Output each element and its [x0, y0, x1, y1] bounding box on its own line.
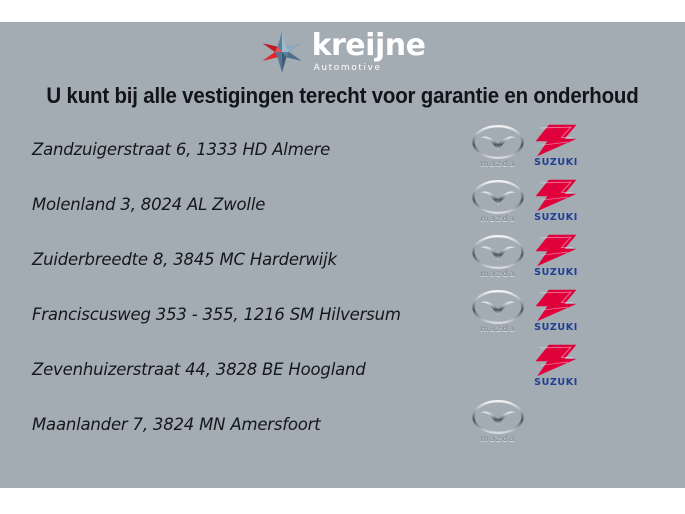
mazda-emblem-icon: [472, 235, 524, 269]
suzuki-wordmark: SUZUKI: [534, 267, 578, 278]
mazda-wordmark: mazda: [480, 434, 516, 443]
mazda-emblem-icon: [472, 400, 524, 434]
suzuki-logo: SUZUKI: [528, 234, 584, 284]
location-address: Molenland 3, 8024 AL Zwolle: [32, 195, 266, 214]
location-brand-logos: SUZUKI: [460, 342, 685, 397]
mazda-emblem-icon: [472, 290, 524, 324]
page-headline: U kunt bij alle vestigingen terecht voor…: [46, 83, 639, 108]
suzuki-logo: SUZUKI: [528, 344, 584, 394]
suzuki-logo: SUZUKI: [528, 179, 584, 229]
location-address: Zandzuigerstraat 6, 1333 HD Almere: [32, 140, 331, 159]
location-row: Franciscusweg 353 - 355, 1216 SM Hilvers…: [0, 287, 685, 342]
location-row: Molenland 3, 8024 AL Zwolle mazda SUZ: [0, 177, 685, 232]
location-address: Maanlander 7, 3824 MN Amersfoort: [32, 415, 321, 434]
suzuki-emblem-icon: [535, 289, 577, 322]
location-brand-logos: mazda SUZUKI: [460, 122, 685, 177]
brand-tagline: Automotive: [313, 63, 382, 73]
suzuki-wordmark: SUZUKI: [534, 212, 578, 223]
location-row: Maanlander 7, 3824 MN Amersfoort mazda: [0, 397, 685, 452]
mazda-logo: mazda: [472, 400, 524, 448]
location-brand-logos: mazda SUZUKI: [460, 287, 685, 342]
locations-list: Zandzuigerstraat 6, 1333 HD Almere m: [0, 122, 685, 452]
mazda-logo: mazda: [472, 290, 524, 338]
brand-header: kreijne Automotive: [0, 26, 685, 78]
brand-wordmark: kreijne Automotive: [312, 31, 426, 73]
location-row: Zevenhuizerstraat 44, 3828 BE Hoogland S…: [0, 342, 685, 397]
mazda-logo: mazda: [472, 235, 524, 283]
brand-name: kreijne: [311, 28, 426, 63]
location-row: Zandzuigerstraat 6, 1333 HD Almere m: [0, 122, 685, 177]
kreijne-star-icon: [262, 31, 301, 73]
suzuki-wordmark: SUZUKI: [534, 157, 578, 168]
suzuki-emblem-icon: [535, 234, 577, 267]
location-address: Franciscusweg 353 - 355, 1216 SM Hilvers…: [32, 305, 401, 324]
location-brand-logos: mazda SUZUKI: [460, 177, 685, 232]
suzuki-logo: SUZUKI: [528, 289, 584, 339]
mazda-wordmark: mazda: [480, 214, 516, 223]
suzuki-emblem-icon: [535, 124, 577, 157]
suzuki-emblem-icon: [535, 344, 577, 377]
location-address: Zuiderbreedte 8, 3845 MC Harderwijk: [32, 250, 337, 269]
mazda-wordmark: mazda: [480, 159, 516, 168]
location-address: Zevenhuizerstraat 44, 3828 BE Hoogland: [32, 360, 366, 379]
mazda-wordmark: mazda: [480, 324, 516, 333]
location-brand-logos: mazda: [460, 397, 685, 452]
mazda-logo: mazda: [472, 180, 524, 228]
location-row: Zuiderbreedte 8, 3845 MC Harderwijk mazd…: [0, 232, 685, 287]
suzuki-emblem-icon: [535, 179, 577, 212]
mazda-logo: mazda: [472, 125, 524, 173]
location-brand-logos: mazda SUZUKI: [460, 232, 685, 287]
mazda-emblem-icon: [472, 125, 524, 159]
suzuki-logo: SUZUKI: [528, 124, 584, 174]
poster-panel: [0, 22, 685, 488]
suzuki-wordmark: SUZUKI: [534, 377, 578, 388]
suzuki-wordmark: SUZUKI: [534, 322, 578, 333]
mazda-wordmark: mazda: [480, 269, 516, 278]
mazda-emblem-icon: [472, 180, 524, 214]
